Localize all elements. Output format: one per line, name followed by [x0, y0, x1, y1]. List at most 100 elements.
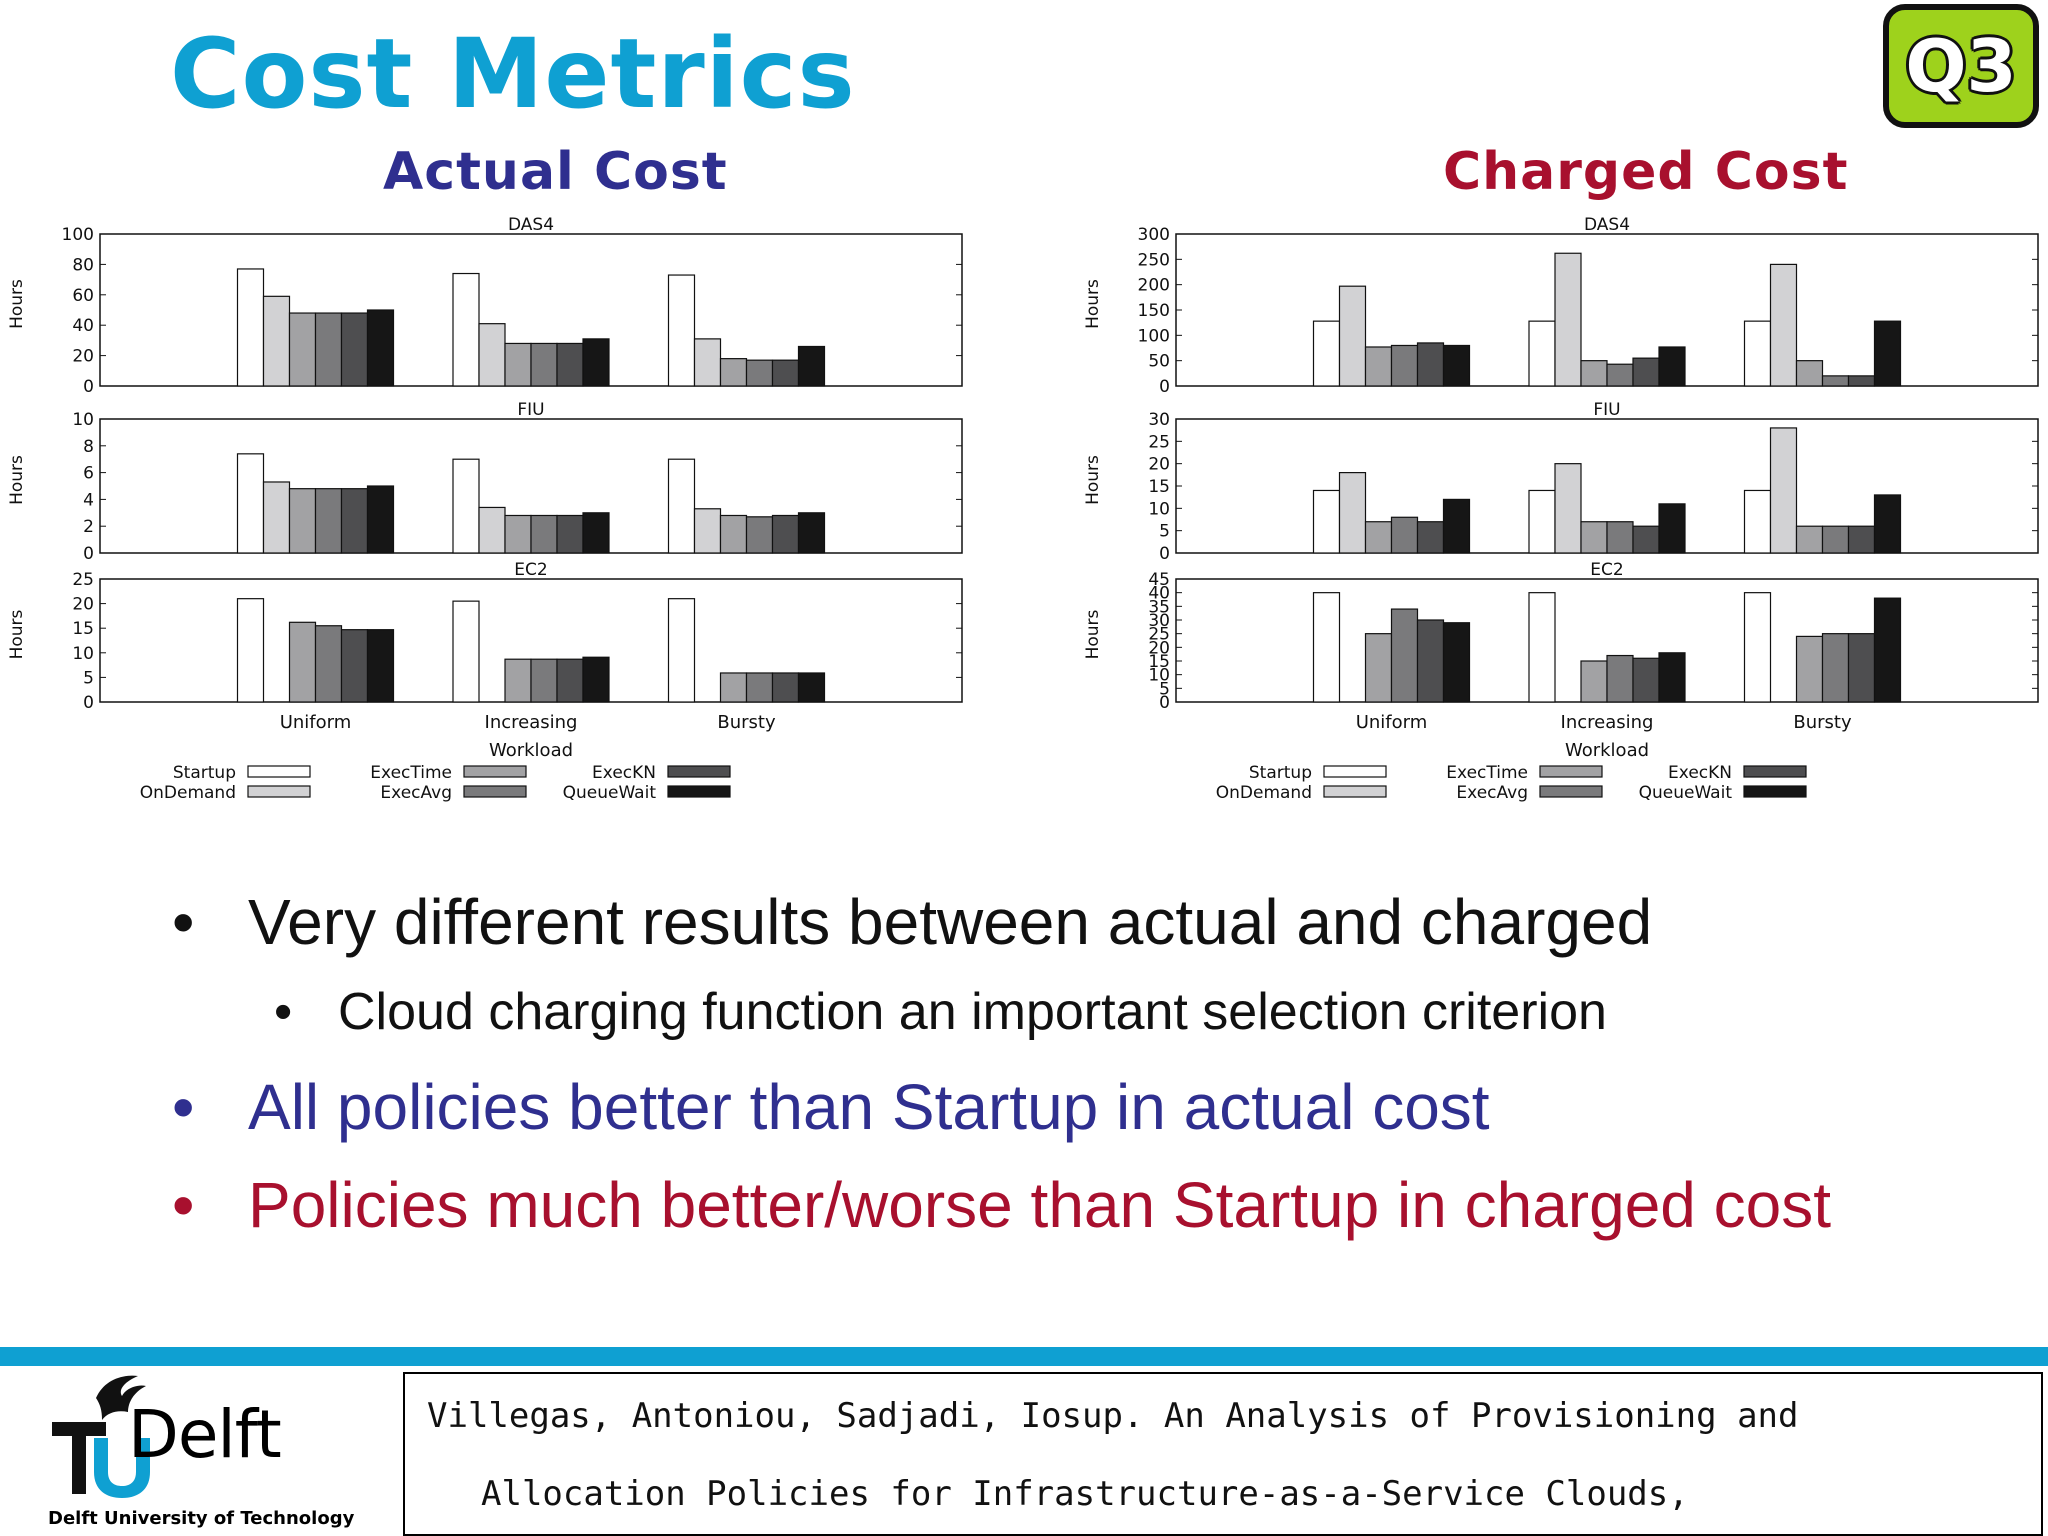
y-tick-label: 5	[83, 668, 94, 688]
bar-execavg	[1606, 521, 1634, 554]
legend-swatch-startup	[1323, 765, 1387, 778]
y-tick-label: 25	[1148, 432, 1170, 452]
bar-exectime	[288, 621, 317, 703]
y-tick-label: 100	[62, 225, 94, 245]
bar-startup	[236, 598, 265, 703]
bar-execavg	[314, 488, 343, 554]
bar-ondemand	[1338, 285, 1367, 387]
bar-queuewait	[1442, 498, 1471, 554]
subplot-title: EC2	[1590, 560, 1623, 580]
bar-execkn	[340, 488, 369, 554]
bar-startup	[1312, 489, 1341, 554]
bullet-item: • Cloud charging function an important s…	[274, 982, 1607, 1042]
bar-execkn	[1632, 525, 1660, 554]
bar-startup	[452, 600, 480, 703]
y-tick-label: 150	[1138, 301, 1170, 321]
bar-queuewait	[797, 672, 826, 703]
bar-ondemand	[1554, 252, 1582, 387]
bar-queuewait	[1442, 344, 1471, 387]
bar-execkn	[1416, 521, 1445, 554]
subplot-title: FIU	[1593, 400, 1620, 420]
bullet-item: • All policies better than Startup in ac…	[172, 1070, 1490, 1144]
bar-execkn	[556, 342, 584, 387]
bar-execavg	[1606, 363, 1634, 387]
y-tick-label: 15	[72, 619, 94, 639]
y-tick-label: 20	[1148, 455, 1170, 475]
charged-cost-title: Charged Cost	[1443, 142, 1849, 202]
legend-swatch-execavg	[1539, 785, 1603, 798]
bar-startup	[1743, 489, 1772, 554]
legend-swatch-execkn	[667, 765, 731, 778]
y-tick-label: 250	[1138, 250, 1170, 270]
bar-execkn	[1416, 619, 1445, 703]
y-tick-label: 4	[83, 490, 94, 510]
legend-swatch-ondemand	[247, 785, 311, 798]
bar-exectime	[1364, 346, 1393, 387]
bar-execkn	[1632, 357, 1660, 387]
bar-ondemand	[262, 295, 291, 387]
y-axis-label: Hours	[7, 455, 27, 505]
y-axis-label: Hours	[1083, 609, 1103, 659]
y-tick-label: 35	[1148, 597, 1170, 617]
bar-execavg	[530, 342, 558, 387]
subplot-title: DAS4	[1584, 215, 1630, 235]
bar-exectime	[1795, 635, 1824, 703]
y-tick-label: 20	[1148, 638, 1170, 658]
actual-cost-title: Actual Cost	[383, 142, 728, 202]
bar-execavg	[745, 516, 774, 554]
y-tick-label: 40	[72, 316, 94, 336]
y-tick-label: 0	[83, 377, 94, 397]
bar-exectime	[504, 658, 532, 703]
y-tick-label: 0	[1159, 377, 1170, 397]
bar-execavg	[530, 514, 558, 554]
bar-exectime	[1364, 521, 1393, 554]
bar-exectime	[1364, 633, 1393, 703]
legend-swatch-execavg	[463, 785, 527, 798]
subplot-title: DAS4	[508, 215, 554, 235]
y-tick-label: 300	[1138, 225, 1170, 245]
bar-startup	[452, 458, 480, 554]
y-tick-label: 100	[1138, 326, 1170, 346]
x-tick-label: Bursty	[1793, 712, 1852, 733]
legend-label: OnDemand	[140, 783, 236, 803]
y-tick-label: 25	[1148, 625, 1170, 645]
bar-ondemand	[1769, 263, 1798, 387]
legend-swatch-exectime	[1539, 765, 1603, 778]
bar-execavg	[530, 658, 558, 703]
bar-startup	[1528, 489, 1556, 554]
bullet-dot: •	[172, 886, 195, 958]
bar-startup	[1743, 320, 1772, 387]
bar-startup	[667, 598, 696, 703]
bar-execavg	[1821, 525, 1850, 554]
legend-label: Startup	[173, 763, 236, 783]
y-axis-label: Hours	[7, 609, 27, 659]
x-tick-label: Increasing	[1561, 712, 1654, 733]
bar-queuewait	[366, 309, 395, 387]
bar-execavg	[314, 625, 343, 703]
y-tick-label: 0	[1159, 693, 1170, 713]
bar-exectime	[1580, 360, 1608, 387]
bar-queuewait	[1873, 494, 1902, 554]
bar-ondemand	[262, 481, 291, 554]
bar-execavg	[1390, 608, 1419, 703]
bar-queuewait	[582, 512, 610, 554]
bar-startup	[452, 272, 480, 387]
bar-ondemand	[1554, 463, 1582, 554]
bar-execkn	[771, 672, 800, 703]
subplot-title: EC2	[514, 560, 547, 580]
bar-exectime	[288, 488, 317, 554]
bar-queuewait	[1658, 652, 1686, 703]
y-tick-label: 45	[1148, 570, 1170, 590]
bar-queuewait	[1442, 622, 1471, 703]
legend-label: ExecKN	[1668, 763, 1732, 783]
y-tick-label: 0	[83, 693, 94, 713]
bar-ondemand	[693, 508, 722, 554]
bar-queuewait	[1658, 346, 1686, 387]
y-tick-label: 15	[1148, 477, 1170, 497]
y-tick-label: 5	[1159, 679, 1170, 699]
y-axis-label: Hours	[1083, 455, 1103, 505]
bar-execkn	[1847, 375, 1876, 387]
x-tick-label: Increasing	[485, 712, 578, 733]
bar-exectime	[1795, 525, 1824, 554]
bar-execkn	[556, 658, 584, 703]
